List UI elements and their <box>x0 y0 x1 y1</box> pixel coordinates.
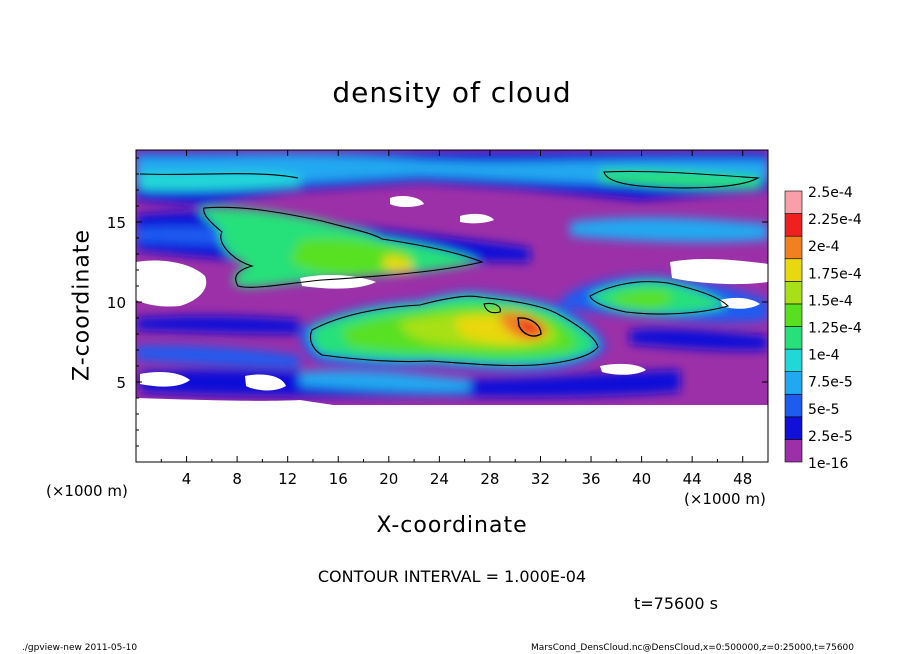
right-lower-blue <box>630 328 768 351</box>
x-tick-label: 20 <box>379 470 398 488</box>
lower-left-blue-2 <box>136 345 300 368</box>
contour-core <box>517 317 542 337</box>
plot-area <box>136 150 768 462</box>
x-tick-label: 48 <box>733 470 752 488</box>
colorbar-swatch <box>784 281 803 305</box>
colorbar-swatch <box>784 439 803 463</box>
x-tick-label: 8 <box>232 470 242 488</box>
x-tick-label: 24 <box>430 470 449 488</box>
colorbar-label: 1.75e-4 <box>808 266 862 282</box>
y-axis-ticks: 5 10 15 <box>107 157 768 447</box>
upper-teal-left <box>140 172 300 191</box>
upper-green-right <box>600 169 760 189</box>
colorbar-swatch <box>784 235 803 260</box>
colorbar-label: 1.5e-4 <box>808 293 853 309</box>
right-cloud-yellowgreen <box>610 290 672 308</box>
footer-source: MarsCond_DensCloud.nc@DensCloud,x=0:5000… <box>531 643 854 653</box>
footer-program-date: ./gpview-new 2011-05-10 <box>22 643 138 653</box>
colorbar-label: 5e-5 <box>808 402 839 418</box>
colorbar-label: 1e-4 <box>808 348 840 364</box>
x-tick-label: 12 <box>278 470 297 488</box>
colorbar-label: 2e-4 <box>808 239 840 255</box>
colorbar: 2.5e-4 2.25e-4 2e-4 1.75e-4 1.5e-4 1.25e-4 1e-… <box>784 185 862 472</box>
chart-title: density of cloud <box>332 76 572 109</box>
x-tick-label: 36 <box>581 470 600 488</box>
contour-right <box>589 281 730 315</box>
contour-core-2 <box>483 302 501 314</box>
x-tick-label: 16 <box>329 470 348 488</box>
colorbar-swatch <box>784 258 803 282</box>
white-bottom <box>136 405 768 462</box>
white-gaps <box>136 196 768 462</box>
colorbar-label: 7.5e-5 <box>808 375 853 391</box>
x-tick-label: 32 <box>531 470 550 488</box>
x-axis-ticks: 4 8 12 16 20 24 28 32 36 40 44 48 <box>160 150 752 488</box>
colorbar-label: 2.5e-5 <box>808 429 853 445</box>
contour-main <box>309 295 599 367</box>
main-cloud-red <box>520 318 540 336</box>
x-tick-label: 28 <box>480 470 499 488</box>
colorbar-label: 1.25e-4 <box>808 321 862 337</box>
x-unit-label-right: (×1000 m) <box>684 490 766 508</box>
x-tick-label: 4 <box>182 470 192 488</box>
x-unit-label-left: (×1000 m) <box>46 482 128 500</box>
y-tick-label: 5 <box>116 374 126 392</box>
colorbar-label: 1e-16 <box>808 456 848 472</box>
colorbar-label: 2.5e-4 <box>808 185 853 201</box>
x-axis-label: X-coordinate <box>376 513 528 538</box>
colorbar-swatch <box>784 190 803 214</box>
contour-upper-right <box>603 170 760 189</box>
colorbar-swatch <box>784 326 803 350</box>
contour-interval-text: CONTOUR INTERVAL = 1.000E-04 <box>317 567 587 586</box>
colorbar-swatch <box>784 371 803 395</box>
right-upper-cyan <box>570 217 768 243</box>
plot-frame <box>135 149 769 463</box>
lower-cyan-streak <box>300 370 470 393</box>
x-tick-label: 40 <box>632 470 651 488</box>
x-tick-label: 44 <box>683 470 702 488</box>
contour-upper-left <box>139 173 299 179</box>
colorbar-label: 2.25e-4 <box>808 212 862 228</box>
contour-mid-upper <box>203 206 484 288</box>
colorbar-swatch <box>784 213 803 237</box>
y-tick-label: 10 <box>107 294 126 312</box>
contour-lines <box>139 170 760 367</box>
colorbar-swatch <box>784 303 803 327</box>
time-label: t=75600 s <box>634 594 718 613</box>
mid-upper-yellowgreen-core <box>290 238 413 275</box>
colorbar-swatch <box>784 416 803 440</box>
colorbar-swatch <box>784 393 803 418</box>
mid-upper-yellow-spot <box>382 255 414 272</box>
y-tick-label: 15 <box>107 214 126 232</box>
colorbar-swatch <box>784 348 803 372</box>
lower-left-blue <box>136 315 300 334</box>
